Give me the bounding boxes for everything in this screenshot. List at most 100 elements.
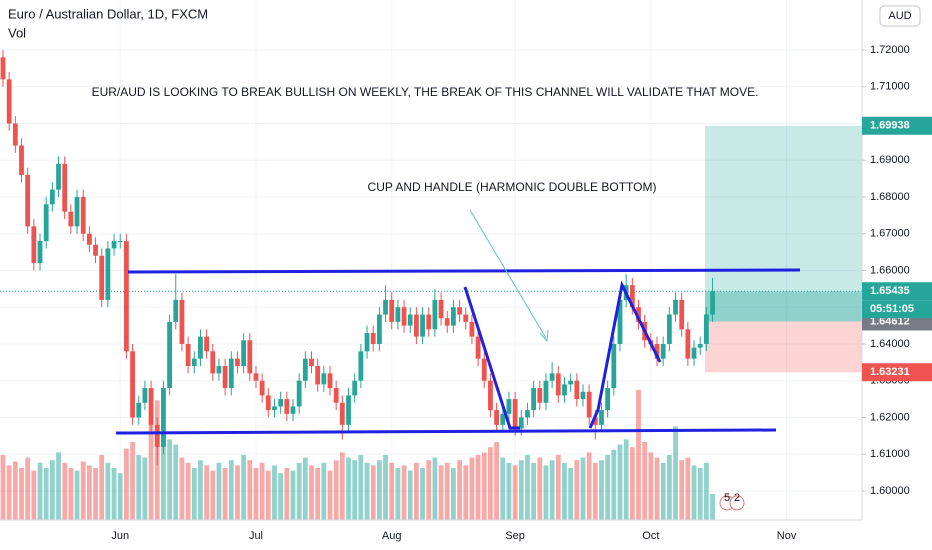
candle-body — [235, 358, 240, 367]
volume-bar — [86, 465, 92, 520]
volume-bar — [383, 455, 388, 520]
volume-bar — [167, 439, 172, 520]
candle-body — [228, 358, 234, 389]
volume-bar — [531, 462, 537, 520]
volume-bar — [512, 465, 518, 520]
volume-bar — [265, 470, 271, 520]
candle-body — [580, 391, 586, 400]
volume-bar — [703, 462, 709, 520]
stop-tag-label: 1.63231 — [870, 366, 910, 378]
event-badge[interactable] — [729, 495, 745, 511]
volume-bar — [136, 455, 142, 520]
candle-body — [74, 196, 80, 227]
candle-body — [364, 332, 370, 352]
candle-body — [697, 343, 703, 348]
volume-bar — [617, 444, 623, 520]
currency-badge[interactable] — [879, 5, 921, 27]
volume-bar — [407, 470, 413, 520]
candle-body — [179, 299, 185, 344]
candle-body — [574, 380, 580, 400]
candle-body — [407, 314, 413, 326]
candle-body — [284, 399, 290, 414]
candle-body — [710, 291, 715, 315]
countdown-tag — [862, 300, 932, 319]
y-tick-label: 1.69000 — [870, 154, 910, 166]
volume-bar — [259, 462, 265, 520]
countdown-label: 05:51:05 — [870, 303, 914, 315]
volume-bar — [654, 457, 660, 520]
candle-body — [660, 343, 666, 359]
candle-body — [703, 314, 709, 344]
cup-left — [463, 286, 520, 430]
event-badges: 5 2 — [719, 492, 745, 511]
channel-bottom — [115, 428, 777, 435]
candle-body — [210, 351, 216, 374]
volume-bar — [568, 468, 574, 520]
candle-body — [309, 358, 314, 367]
candle-body — [679, 299, 685, 330]
volume-bar — [457, 460, 462, 520]
entry-tag-label: 1.64612 — [870, 315, 910, 327]
last-price-tag-label: 1.65435 — [870, 285, 910, 297]
volume-bar — [451, 468, 456, 520]
volume-bar — [376, 460, 382, 520]
volume-bar — [481, 452, 487, 520]
candle-body — [531, 388, 537, 411]
volume-bar — [469, 457, 475, 520]
candle-body — [413, 314, 419, 337]
volume-bar — [142, 457, 148, 520]
volume-bar — [346, 457, 351, 520]
volume-bar — [74, 470, 80, 520]
candle-body — [247, 340, 253, 374]
candle-body — [253, 373, 259, 381]
candle-body — [420, 314, 425, 337]
candle-body — [43, 204, 49, 242]
x-tick-label: Nov — [777, 530, 797, 542]
candle-body — [494, 410, 499, 425]
drawings — [115, 209, 801, 435]
volume-bar — [222, 468, 228, 520]
candle-body — [56, 163, 61, 190]
volume-bar — [401, 465, 407, 520]
profit-zone — [705, 291, 862, 322]
cup-right — [588, 280, 662, 429]
volume-bar — [31, 470, 37, 520]
volume-bar — [12, 461, 18, 520]
volume-bar — [315, 468, 321, 520]
target-zone — [705, 125, 862, 322]
candle-body — [389, 299, 395, 322]
volume-bar — [438, 465, 444, 520]
volume-bar — [321, 462, 327, 520]
x-tick-label: Sep — [505, 530, 525, 542]
x-tick-label: Oct — [642, 530, 659, 542]
candle-body — [265, 395, 271, 411]
volume-bar — [130, 442, 135, 520]
volume-bar — [93, 468, 98, 520]
volume-bar — [537, 457, 543, 520]
candle-body — [333, 388, 339, 403]
volume-bar — [204, 465, 210, 520]
volume-bar — [309, 465, 314, 520]
volume-bar — [191, 468, 197, 520]
candle-body — [62, 163, 68, 212]
volume-bar — [599, 460, 604, 520]
candle-body — [321, 373, 327, 385]
candle-body — [673, 299, 678, 315]
candles — [0, 49, 715, 466]
volume-bar — [592, 462, 598, 520]
candle-body — [451, 307, 456, 326]
candle-body — [93, 244, 98, 256]
candle-body — [216, 366, 222, 374]
volume-bar — [611, 449, 617, 520]
volume-bar — [0, 455, 6, 520]
volume-bar — [352, 460, 358, 520]
volume-bar — [148, 416, 154, 520]
stop-tag — [862, 363, 932, 382]
annotation: EUR/AUD IS LOOKING TO BREAK BULLISH ON W… — [92, 85, 759, 99]
candle-body — [161, 388, 166, 447]
candle-body — [148, 388, 154, 425]
candle-body — [636, 307, 641, 322]
volume-bar — [43, 468, 49, 520]
